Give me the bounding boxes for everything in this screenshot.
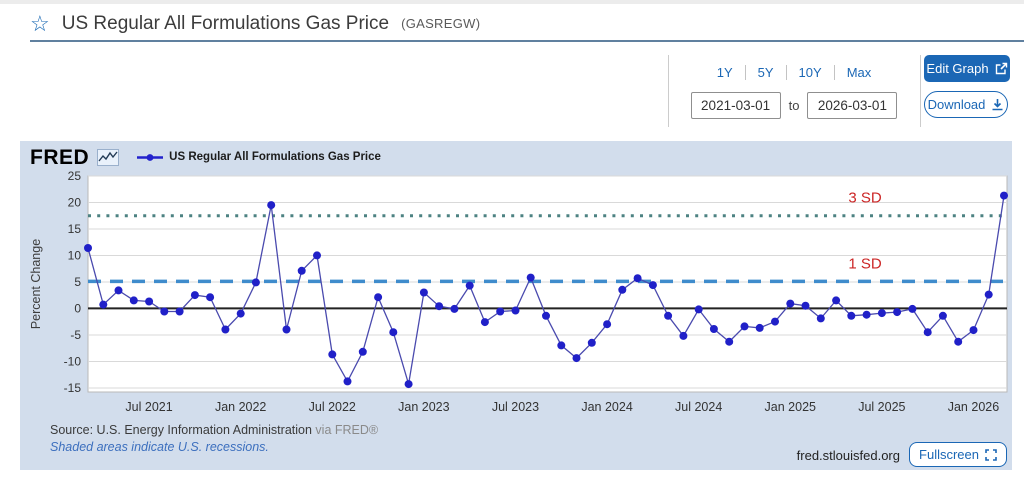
date-to-label: to: [788, 98, 800, 113]
range-separator: [785, 64, 787, 80]
fullscreen-label: Fullscreen: [919, 447, 979, 462]
browser-edge-strip: [0, 0, 1024, 4]
svg-text:Jan 2023: Jan 2023: [398, 400, 449, 414]
svg-text:Jan 2026: Jan 2026: [948, 400, 999, 414]
controls-divider-left: [668, 55, 669, 127]
svg-text:-15: -15: [64, 381, 82, 395]
svg-text:25: 25: [68, 169, 82, 183]
controls-divider-right: [920, 55, 921, 127]
favorite-star-icon[interactable]: ☆: [30, 10, 50, 36]
fred-logo: FRED: [30, 145, 90, 169]
svg-text:3 SD: 3 SD: [848, 190, 882, 207]
svg-text:-10: -10: [64, 354, 82, 368]
legend-item[interactable]: US Regular All Formulations Gas Price: [137, 151, 381, 163]
price-chart[interactable]: 25 20 15 10 5 0 -5 -10 -15 3 SD 1 SD Jul 2021 Jan 20…: [20, 168, 1012, 420]
range-10y[interactable]: 10Y: [798, 64, 822, 80]
recession-note: Shaded areas indicate U.S. recessions.: [50, 440, 269, 454]
fred-chart-icon: [97, 148, 120, 166]
date-to-input[interactable]: [807, 92, 898, 119]
edit-graph-button[interactable]: Edit Graph: [924, 55, 1010, 82]
range-5y[interactable]: 5Y: [757, 64, 774, 80]
svg-text:Jan 2022: Jan 2022: [215, 400, 266, 414]
svg-text:Jan 2024: Jan 2024: [581, 400, 632, 414]
svg-text:Percent Change: Percent Change: [29, 239, 43, 329]
title-bar: ☆ US Regular All Formulations Gas Price …: [30, 7, 1024, 42]
source-text: Source: U.S. Energy Information Administ…: [50, 423, 312, 437]
svg-text:-5: -5: [70, 328, 81, 342]
svg-text:15: 15: [68, 222, 82, 236]
download-label: Download: [927, 97, 986, 112]
site-url: fred.stlouisfed.org: [796, 448, 900, 463]
fred-chart-container: FRED US Regular All Formulations Gas Pri…: [20, 141, 1012, 470]
legend-label: US Regular All Formulations Gas Price: [169, 151, 381, 163]
range-selector: 1Y 5Y 10Y Max: [676, 63, 912, 81]
via-fred-label: via FRED®: [315, 423, 379, 437]
download-button[interactable]: Download: [924, 91, 1008, 118]
svg-text:20: 20: [68, 195, 82, 209]
legend-line-marker-icon: [137, 153, 164, 161]
download-icon: [992, 99, 1003, 111]
range-separator: [833, 64, 835, 80]
chart-header: FRED US Regular All Formulations Gas Pri…: [30, 145, 381, 169]
svg-text:Jul 2024: Jul 2024: [675, 400, 722, 414]
svg-text:5: 5: [74, 275, 81, 289]
svg-text:1 SD: 1 SD: [848, 255, 882, 272]
edit-graph-label: Edit Graph: [926, 61, 989, 76]
series-id: (GASREGW): [401, 16, 481, 31]
date-range-controls: to: [676, 92, 912, 119]
range-max[interactable]: Max: [846, 64, 872, 80]
svg-text:Jul 2021: Jul 2021: [125, 400, 172, 414]
source-line: Source: U.S. Energy Information Administ…: [50, 423, 378, 437]
svg-text:Jul 2023: Jul 2023: [492, 400, 539, 414]
page-title: US Regular All Formulations Gas Price: [61, 12, 390, 34]
date-from-input[interactable]: [690, 92, 781, 119]
fullscreen-button[interactable]: Fullscreen: [909, 442, 1007, 467]
svg-text:Jul 2022: Jul 2022: [309, 400, 356, 414]
svg-text:10: 10: [68, 248, 82, 262]
range-separator: [744, 64, 746, 80]
fullscreen-icon: [985, 448, 997, 461]
range-1y[interactable]: 1Y: [716, 64, 733, 80]
svg-text:Jan 2025: Jan 2025: [765, 400, 816, 414]
edit-icon: [995, 62, 1007, 75]
svg-text:Jul 2025: Jul 2025: [858, 400, 905, 414]
svg-text:0: 0: [74, 301, 81, 315]
